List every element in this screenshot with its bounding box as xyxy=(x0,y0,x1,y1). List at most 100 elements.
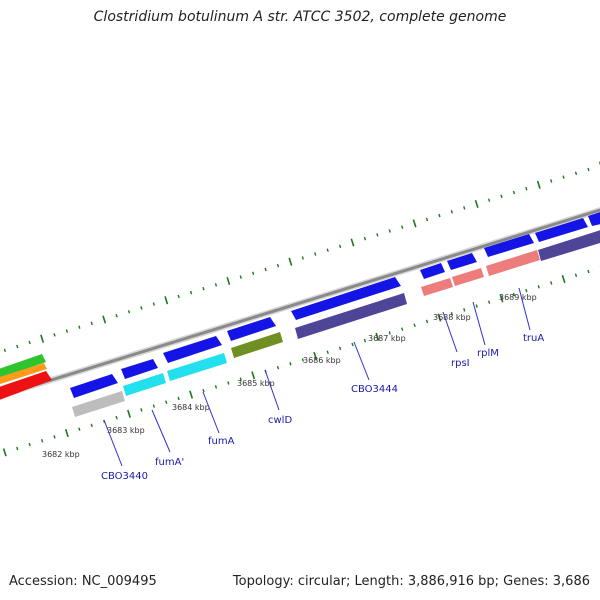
minor-tick xyxy=(276,365,280,370)
minor-tick xyxy=(537,285,540,289)
minor-tick xyxy=(3,348,6,353)
minor-tick xyxy=(363,338,367,343)
minor-tick xyxy=(550,179,553,183)
minor-tick xyxy=(28,340,31,345)
minor-tick xyxy=(363,236,367,241)
gene-label[interactable]: truA xyxy=(523,333,544,344)
gene-arrow-fuma[interactable] xyxy=(163,336,222,363)
major-tick xyxy=(127,409,131,418)
minor-tick xyxy=(214,385,218,389)
feature-bar-salmon-1[interactable] xyxy=(421,278,453,296)
minor-tick xyxy=(550,281,553,285)
minor-tick xyxy=(239,377,242,381)
gene-label[interactable]: CBO3444 xyxy=(351,384,398,395)
minor-tick xyxy=(500,194,503,199)
accession-text: Accession: NC_009495 xyxy=(9,574,157,589)
minor-tick xyxy=(301,256,304,260)
major-tick xyxy=(499,294,504,303)
major-tick xyxy=(412,219,417,228)
minor-tick xyxy=(127,310,131,314)
kbp-label: 3686 kbp xyxy=(303,356,341,365)
minor-tick xyxy=(587,167,590,172)
feature-bar-salmon-3[interactable] xyxy=(486,250,540,276)
minor-tick xyxy=(338,244,342,249)
minor-tick xyxy=(264,267,267,272)
minor-tick xyxy=(525,186,528,191)
minor-tick xyxy=(189,290,193,295)
minor-tick xyxy=(53,333,56,337)
minor-tick xyxy=(115,313,118,318)
minor-tick xyxy=(401,327,404,331)
minor-tick xyxy=(214,283,218,287)
major-tick xyxy=(536,180,541,189)
gene-label[interactable]: fumA' xyxy=(155,457,184,468)
minor-tick xyxy=(401,225,404,229)
minor-tick xyxy=(78,325,81,329)
gene-arrow-cbo3444[interactable] xyxy=(291,277,401,320)
gene-label[interactable]: fumA xyxy=(208,436,235,447)
major-tick xyxy=(2,448,7,457)
minor-tick xyxy=(326,248,329,252)
feature-left-green[interactable] xyxy=(0,354,46,380)
feature-bar-salmon-2[interactable] xyxy=(452,268,484,286)
minor-tick xyxy=(202,286,205,291)
major-tick xyxy=(40,334,45,343)
minor-tick xyxy=(16,344,19,349)
kbp-label: 3688 kbp xyxy=(433,313,471,322)
minor-tick xyxy=(252,271,255,276)
gene-arrow-edge[interactable] xyxy=(588,209,600,226)
minor-tick xyxy=(512,292,516,297)
minor-tick xyxy=(239,275,242,279)
minor-tick xyxy=(326,350,329,354)
minor-tick xyxy=(177,294,180,299)
minor-tick xyxy=(152,404,155,408)
minor-tick xyxy=(587,269,590,274)
genome-summary-text: Topology: circular; Length: 3,886,916 bp… xyxy=(232,574,590,589)
gene-label[interactable]: rplM xyxy=(477,348,499,359)
kbp-label: 3683 kbp xyxy=(107,426,145,435)
minor-tick xyxy=(463,206,466,210)
major-tick xyxy=(350,238,355,247)
major-tick xyxy=(474,199,479,209)
minor-tick xyxy=(388,331,391,335)
minor-tick xyxy=(115,415,118,420)
major-tick xyxy=(64,428,69,438)
gene-arrow-cbo3440[interactable] xyxy=(70,374,118,398)
minor-tick xyxy=(425,217,429,222)
gene-arrow-rpsi[interactable] xyxy=(420,263,445,279)
minor-tick xyxy=(90,423,93,428)
minor-tick xyxy=(487,300,491,304)
minor-tick xyxy=(28,442,31,447)
gene-arrow-rplm[interactable] xyxy=(447,253,477,270)
gene-arrow-trua[interactable] xyxy=(484,234,534,257)
feature-left-orange[interactable] xyxy=(0,363,47,386)
kbp-label: 3687 kbp xyxy=(368,334,406,343)
feature-left-red[interactable] xyxy=(0,371,52,402)
major-tick xyxy=(226,276,231,286)
feature-bar-cyan-1[interactable] xyxy=(123,373,166,396)
kbp-label: 3682 kbp xyxy=(42,450,80,459)
gene-label[interactable]: rpsI xyxy=(451,358,470,369)
gene-arrow-next[interactable] xyxy=(535,218,588,242)
feature-bar-purple-1[interactable] xyxy=(295,293,407,339)
minor-tick xyxy=(289,362,292,366)
gene-arrow-cwld[interactable] xyxy=(227,317,276,341)
major-tick xyxy=(561,275,566,284)
minor-tick xyxy=(413,323,416,328)
feature-bar-purple-2[interactable] xyxy=(538,227,600,261)
minor-tick xyxy=(475,304,478,308)
minor-tick xyxy=(351,342,354,347)
minor-tick xyxy=(512,190,516,195)
minor-tick xyxy=(78,427,81,431)
kbp-label: 3684 kbp xyxy=(172,403,210,412)
minor-tick xyxy=(53,435,56,439)
gene-label[interactable]: cwlD xyxy=(268,415,292,426)
major-tick xyxy=(288,257,293,266)
feature-bar-olive[interactable] xyxy=(231,332,283,358)
gene-arrow-fuma-prime[interactable] xyxy=(121,359,158,379)
feature-bar-grey[interactable] xyxy=(72,391,125,417)
major-tick xyxy=(251,371,256,380)
gene-label[interactable]: CBO3440 xyxy=(101,471,148,482)
feature-bar-cyan-2[interactable] xyxy=(167,353,227,381)
